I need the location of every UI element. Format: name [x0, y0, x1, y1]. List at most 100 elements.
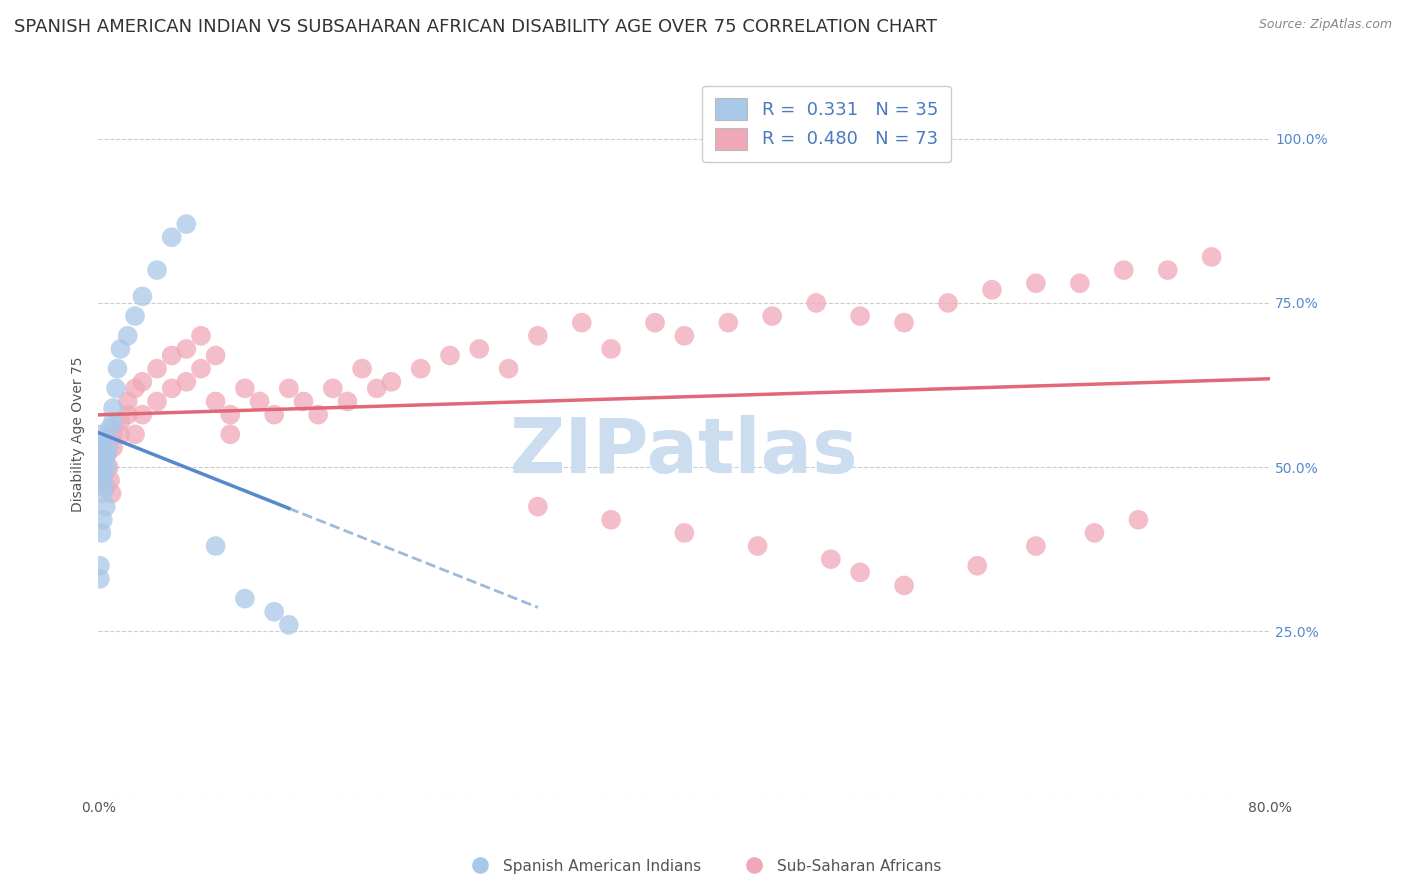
Point: [409, 361, 432, 376]
Point: [117, 328, 139, 343]
Point: [90, 460, 112, 475]
Point: [94, 447, 117, 461]
Point: [89, 441, 111, 455]
Point: [820, 552, 842, 566]
Point: [105, 381, 128, 395]
Point: [190, 361, 212, 376]
Point: [849, 566, 872, 580]
Text: Source: ZipAtlas.com: Source: ZipAtlas.com: [1258, 18, 1392, 31]
Point: [124, 381, 146, 395]
Point: [101, 427, 124, 442]
Point: [93, 453, 115, 467]
Point: [468, 342, 491, 356]
Point: [176, 217, 198, 231]
Point: [307, 408, 329, 422]
Point: [849, 309, 872, 323]
Point: [1025, 277, 1047, 291]
Point: [89, 572, 111, 586]
Point: [117, 408, 139, 422]
Point: [90, 467, 112, 481]
Point: [219, 427, 242, 442]
Point: [936, 296, 959, 310]
Point: [93, 480, 115, 494]
Point: [146, 263, 169, 277]
Point: [101, 414, 124, 428]
Point: [160, 349, 183, 363]
Point: [94, 500, 117, 514]
Point: [1128, 513, 1150, 527]
Point: [439, 349, 461, 363]
Point: [146, 394, 169, 409]
Point: [160, 381, 183, 395]
Point: [527, 328, 550, 343]
Point: [219, 408, 242, 422]
Point: [1025, 539, 1047, 553]
Point: [98, 473, 121, 487]
Point: [101, 401, 124, 415]
Point: [91, 473, 114, 487]
Point: [91, 453, 114, 467]
Point: [380, 375, 402, 389]
Point: [110, 414, 132, 428]
Point: [89, 558, 111, 573]
Point: [94, 447, 117, 461]
Point: [100, 486, 122, 500]
Point: [233, 591, 256, 606]
Text: SPANISH AMERICAN INDIAN VS SUBSAHARAN AFRICAN DISABILITY AGE OVER 75 CORRELATION: SPANISH AMERICAN INDIAN VS SUBSAHARAN AF…: [14, 18, 938, 36]
Point: [94, 480, 117, 494]
Point: [190, 328, 212, 343]
Point: [352, 361, 374, 376]
Point: [277, 381, 299, 395]
Point: [1112, 263, 1135, 277]
Point: [91, 513, 114, 527]
Point: [1069, 277, 1091, 291]
Y-axis label: Disability Age Over 75: Disability Age Over 75: [72, 357, 86, 512]
Point: [761, 309, 783, 323]
Point: [204, 349, 226, 363]
Point: [893, 316, 915, 330]
Point: [1083, 525, 1105, 540]
Point: [90, 525, 112, 540]
Point: [673, 525, 696, 540]
Point: [336, 394, 359, 409]
Point: [131, 408, 153, 422]
Point: [673, 328, 696, 343]
Point: [204, 394, 226, 409]
Point: [981, 283, 1004, 297]
Point: [263, 408, 285, 422]
Point: [97, 460, 120, 475]
Point: [292, 394, 315, 409]
Point: [249, 394, 271, 409]
Point: [131, 375, 153, 389]
Point: [146, 361, 169, 376]
Point: [600, 513, 623, 527]
Point: [322, 381, 344, 395]
Point: [90, 441, 112, 455]
Point: [90, 427, 112, 442]
Point: [717, 316, 740, 330]
Point: [747, 539, 769, 553]
Point: [893, 578, 915, 592]
Point: [204, 539, 226, 553]
Point: [91, 486, 114, 500]
Point: [263, 605, 285, 619]
Point: [571, 316, 593, 330]
Point: [110, 427, 132, 442]
Point: [176, 342, 198, 356]
Point: [160, 230, 183, 244]
Point: [89, 434, 111, 448]
Point: [101, 441, 124, 455]
Point: [96, 460, 118, 475]
Point: [1157, 263, 1180, 277]
Point: [117, 394, 139, 409]
Point: [93, 467, 115, 481]
Point: [366, 381, 388, 395]
Point: [644, 316, 666, 330]
Point: [1201, 250, 1223, 264]
Point: [124, 309, 146, 323]
Point: [131, 289, 153, 303]
Point: [498, 361, 520, 376]
Point: [97, 441, 120, 455]
Point: [110, 342, 132, 356]
Point: [527, 500, 550, 514]
